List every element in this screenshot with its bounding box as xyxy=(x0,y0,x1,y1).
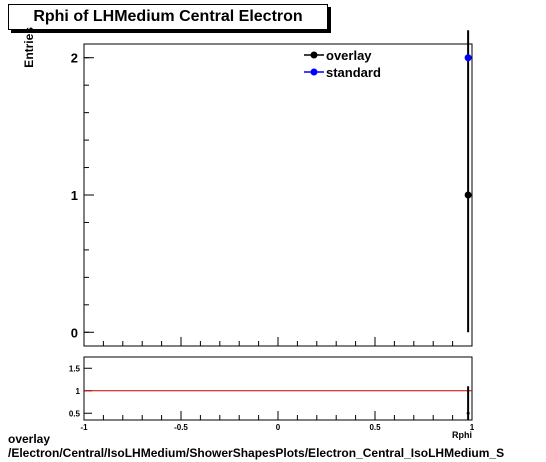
footer-line-1: overlay xyxy=(8,432,51,446)
legend: overlay standard xyxy=(304,48,381,80)
x-tick-label: -0.5 xyxy=(174,423,188,432)
series-layer xyxy=(464,30,472,333)
x-tick-label: 1 xyxy=(470,423,475,432)
series-standard-point xyxy=(464,54,472,62)
ratio-y-tick-label: 1 xyxy=(76,387,81,396)
legend-standard-marker xyxy=(310,68,318,76)
ratio-plot-frame xyxy=(83,356,473,421)
legend-overlay-marker xyxy=(310,51,318,59)
x-tick-label: 0 xyxy=(276,423,281,432)
x-axis-ticks: -1 -0.5 0 0.5 1 xyxy=(80,337,475,432)
footer-line-2: /Electron/Central/IsoLHMedium/ShowerShap… xyxy=(8,446,505,460)
chart-title: Rphi of LHMedium Central Electron xyxy=(33,8,303,25)
main-y-axis-ticks: 0 1 2 xyxy=(71,51,94,340)
ratio-y-tick-label: 0.5 xyxy=(69,409,81,418)
x-tick-label: -1 xyxy=(80,423,88,432)
legend-standard-label: standard xyxy=(326,65,381,80)
ratio-y-tick-label: 1.5 xyxy=(69,364,81,373)
series-overlay-point xyxy=(464,191,472,199)
ratio-layer xyxy=(84,386,472,420)
y-axis-label: Entries xyxy=(22,27,36,68)
ratio-point xyxy=(466,411,470,415)
chart-title-box: Rphi of LHMedium Central Electron xyxy=(8,4,328,30)
y-tick-label: 1 xyxy=(71,188,78,203)
y-tick-label: 0 xyxy=(71,325,78,340)
legend-overlay-label: overlay xyxy=(326,48,372,63)
y-tick-label: 2 xyxy=(71,51,78,66)
x-tick-label: 0.5 xyxy=(369,423,381,432)
main-plot-frame xyxy=(83,43,473,347)
x-axis-label: Rphi xyxy=(452,430,472,440)
